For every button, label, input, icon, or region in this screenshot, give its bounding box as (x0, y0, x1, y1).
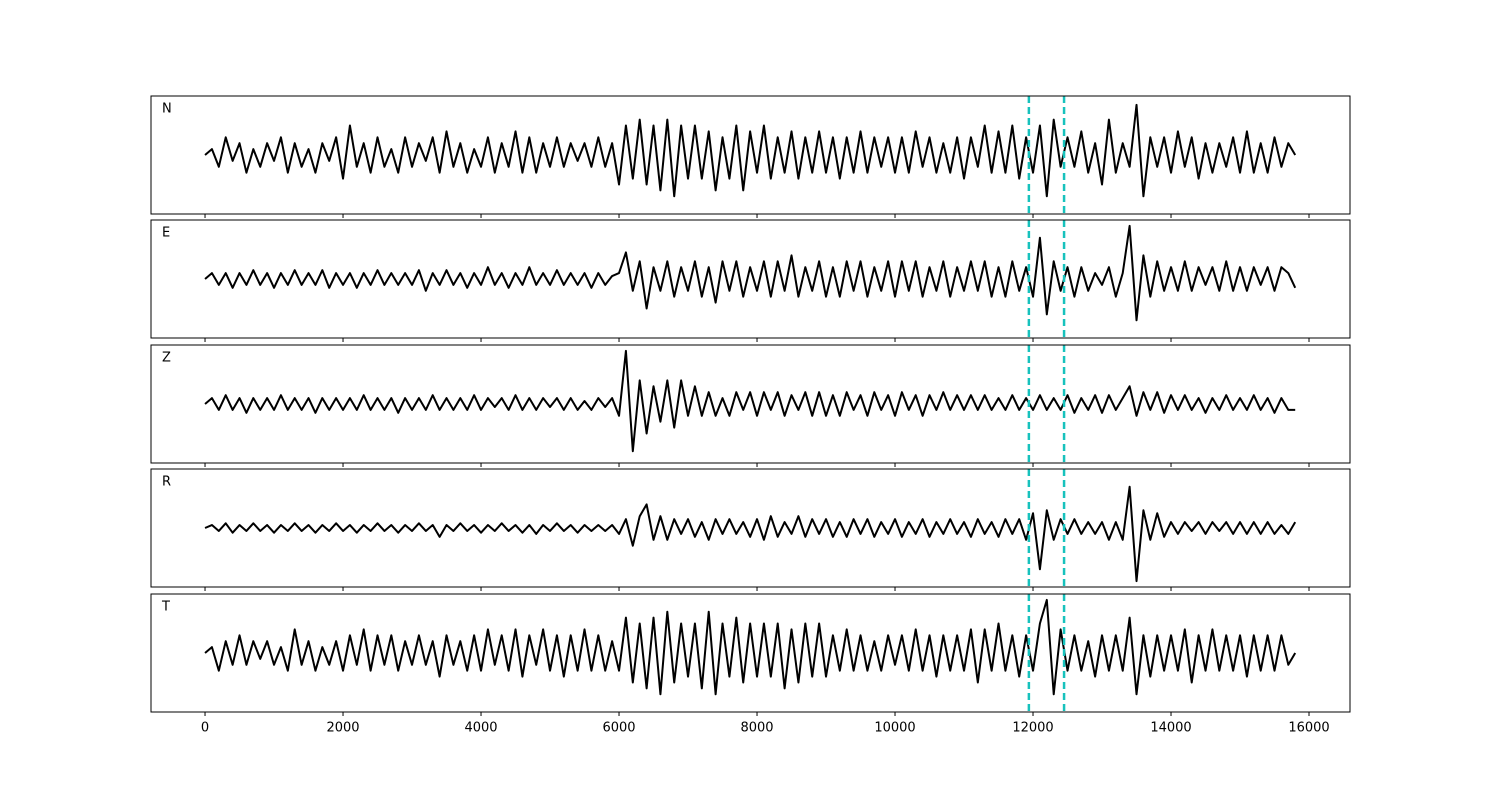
panel-label: Z (162, 351, 171, 366)
panel-frame (150, 95, 1351, 215)
x-tick-label: 14000 (1150, 721, 1191, 736)
x-tick-label: 8000 (740, 721, 773, 736)
x-tick-label: 16000 (1288, 721, 1329, 736)
trace (204, 485, 1297, 583)
trace (204, 349, 1296, 453)
x-tick-label: 0 (201, 721, 209, 736)
panel-frame (150, 468, 1351, 588)
panel-label: R (162, 475, 171, 490)
x-tick-label: 10000 (874, 721, 915, 736)
panel-label: N (162, 102, 172, 117)
x-tick-label: 6000 (602, 721, 635, 736)
trace (204, 103, 1297, 198)
panel-frame (150, 593, 1351, 713)
panel-frame (150, 344, 1351, 464)
panel-label: E (162, 226, 170, 241)
panel-frame (150, 219, 1351, 339)
x-tick-label: 12000 (1012, 721, 1053, 736)
trace (204, 598, 1297, 696)
x-tick-label: 4000 (464, 721, 497, 736)
panel-label: T (161, 600, 170, 615)
trace (204, 224, 1297, 322)
x-tick-label: 2000 (326, 721, 359, 736)
